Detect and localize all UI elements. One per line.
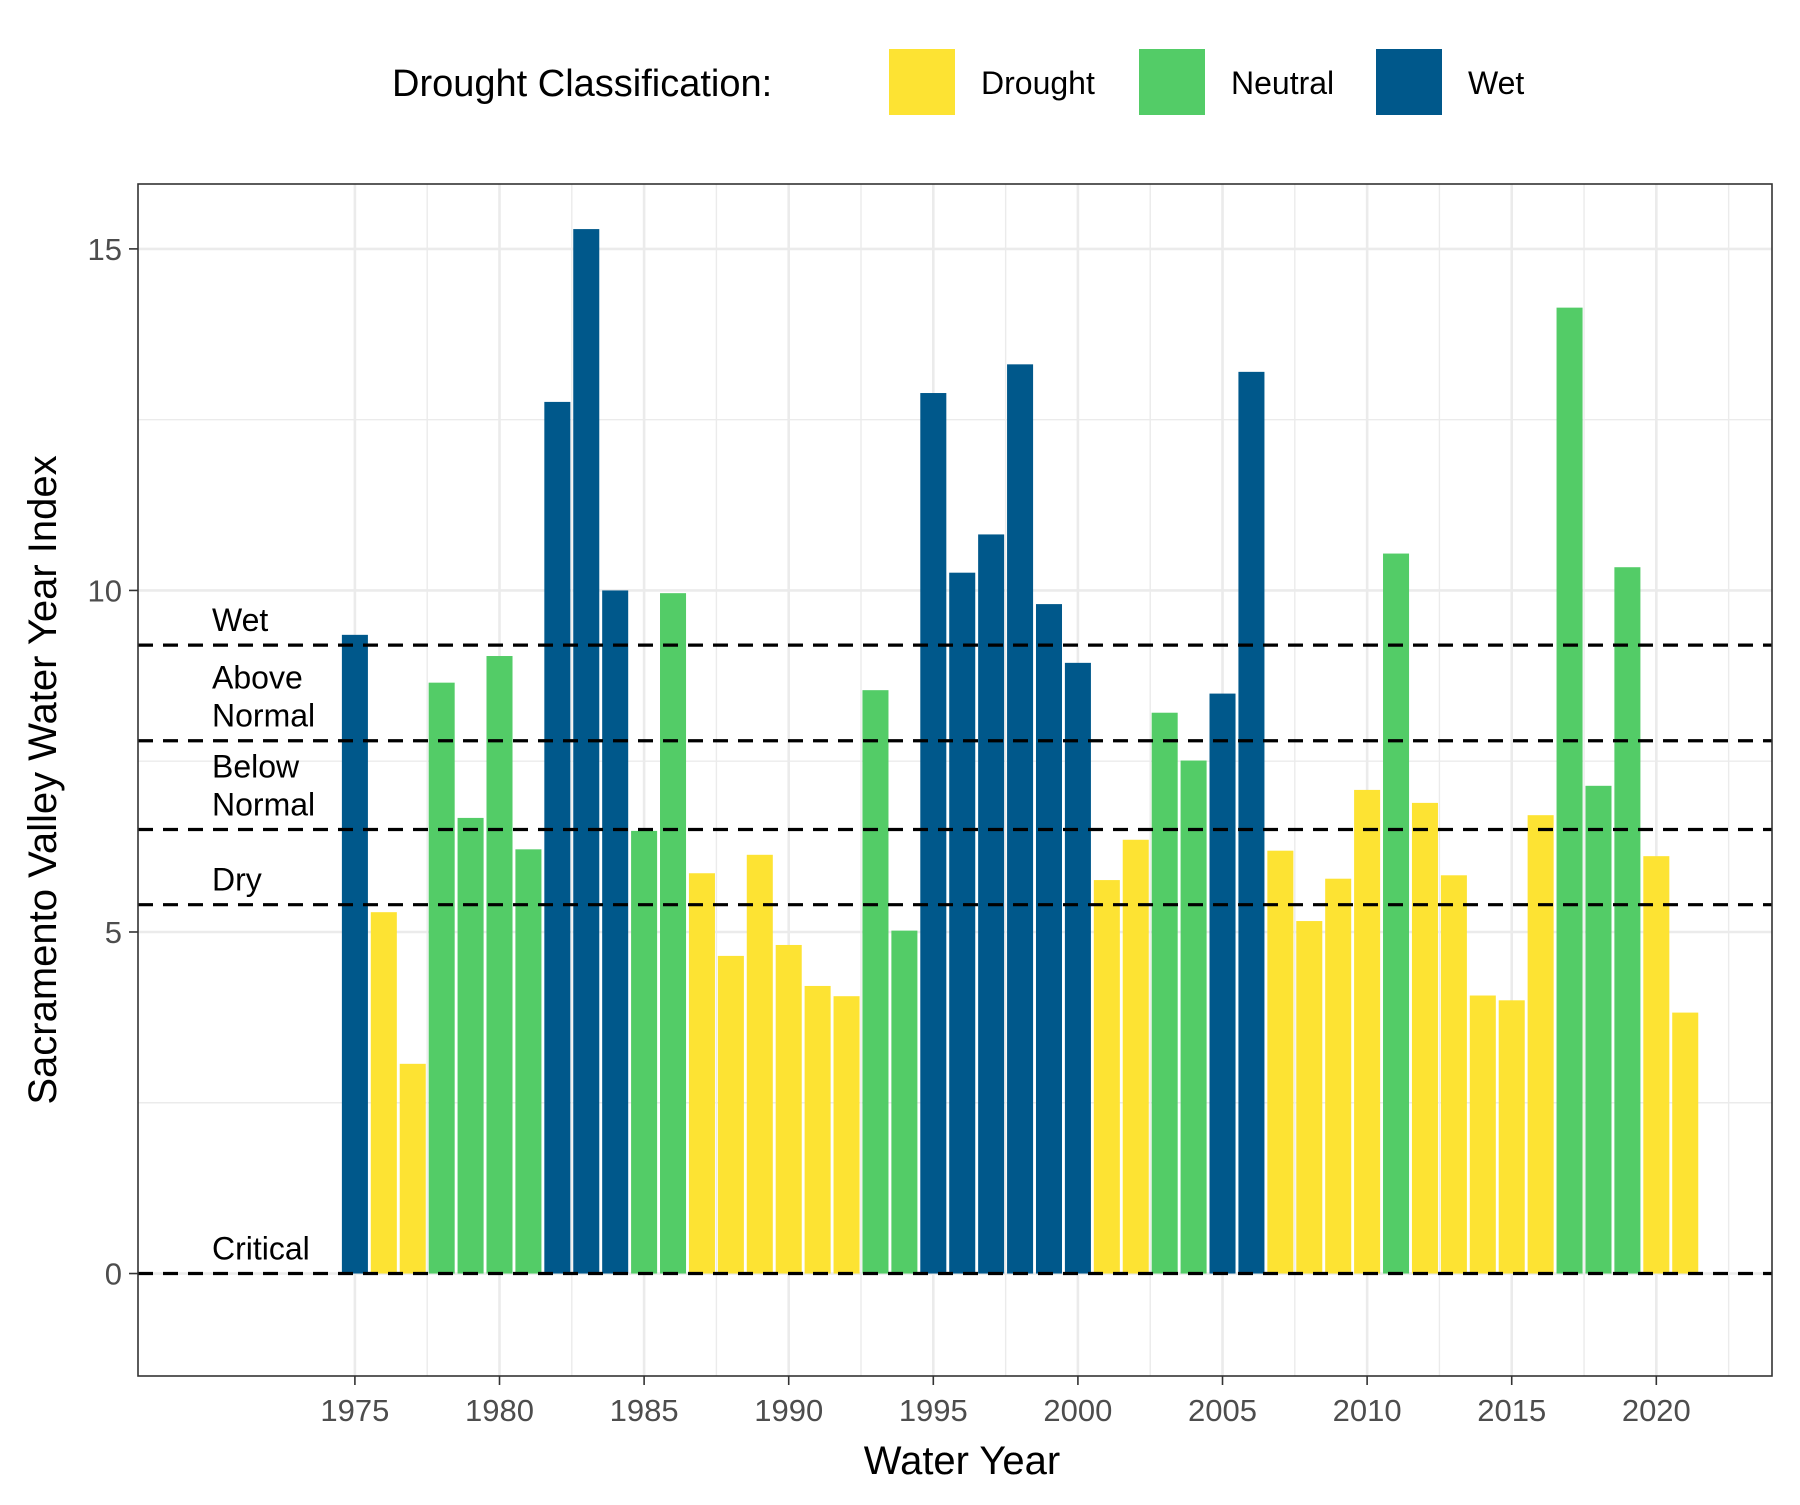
x-tick-label-1980: 1980 bbox=[465, 1393, 534, 1428]
bar-1979 bbox=[457, 817, 484, 1274]
threshold-label-above-normal: Above Normal bbox=[212, 660, 315, 734]
bar-1977 bbox=[399, 1063, 426, 1274]
legend-label-neutral: Neutral bbox=[1231, 65, 1334, 101]
bar-2008 bbox=[1296, 921, 1323, 1274]
bar-2015 bbox=[1498, 1000, 1525, 1274]
threshold-label-wet: Wet bbox=[212, 602, 268, 638]
bar-2009 bbox=[1325, 878, 1352, 1274]
bar-2010 bbox=[1354, 789, 1381, 1274]
bar-2007 bbox=[1267, 850, 1294, 1274]
y-tick-label-5: 5 bbox=[105, 915, 122, 950]
x-tick-label-2010: 2010 bbox=[1333, 1393, 1402, 1428]
x-tick-label-1985: 1985 bbox=[610, 1393, 679, 1428]
bar-1989 bbox=[746, 854, 773, 1274]
bar-2017 bbox=[1556, 307, 1583, 1274]
bar-1985 bbox=[631, 830, 658, 1274]
bar-1998 bbox=[1007, 364, 1034, 1274]
y-tick-label-15: 15 bbox=[88, 232, 122, 267]
legend-key-wet bbox=[1376, 49, 1442, 115]
plot-panel: Wet Above Normal Below Normal Dry Critical bbox=[137, 183, 1773, 1377]
x-tick-label-2005: 2005 bbox=[1188, 1393, 1257, 1428]
x-axis-title: Water Year bbox=[864, 1439, 1060, 1483]
legend-title: Drought Classification: bbox=[392, 63, 772, 105]
bar-2003 bbox=[1151, 712, 1178, 1274]
bar-1987 bbox=[688, 873, 715, 1274]
bar-2012 bbox=[1411, 802, 1438, 1274]
bar-2004 bbox=[1180, 760, 1207, 1274]
bar-2020 bbox=[1643, 856, 1670, 1274]
bar-1991 bbox=[804, 985, 831, 1274]
bar-1975 bbox=[341, 634, 368, 1274]
y-axis: 0 5 10 15 bbox=[88, 232, 138, 1292]
bar-2011 bbox=[1383, 553, 1410, 1274]
x-tick-label-2020: 2020 bbox=[1622, 1393, 1691, 1428]
bar-2018 bbox=[1585, 785, 1612, 1274]
bar-2019 bbox=[1614, 567, 1641, 1274]
bar-2000 bbox=[1064, 662, 1091, 1274]
y-tick-label-10: 10 bbox=[88, 573, 122, 608]
threshold-label-dry: Dry bbox=[212, 862, 262, 898]
legend-label-wet: Wet bbox=[1468, 65, 1524, 101]
bar-2013 bbox=[1440, 875, 1467, 1274]
x-tick-label-1975: 1975 bbox=[320, 1393, 389, 1428]
bar-1980 bbox=[486, 656, 513, 1274]
panel-border bbox=[137, 183, 1773, 1377]
bar-1981 bbox=[515, 849, 542, 1274]
bar-2014 bbox=[1469, 995, 1496, 1274]
threshold-lines: Wet Above Normal Below Normal Dry Critical bbox=[138, 602, 1772, 1276]
legend: Drought Classification: Drought Neutral We… bbox=[392, 49, 1524, 115]
x-tick-label-2015: 2015 bbox=[1477, 1393, 1546, 1428]
bar-2021 bbox=[1672, 1012, 1699, 1274]
bar-1994 bbox=[891, 930, 918, 1274]
bar-1984 bbox=[602, 590, 629, 1274]
threshold-label-below-normal: Below Normal bbox=[212, 749, 315, 823]
bar-1999 bbox=[1035, 604, 1063, 1274]
y-axis-title: Sacramento Valley Water Year Index bbox=[21, 455, 65, 1104]
x-tick-label-1990: 1990 bbox=[754, 1393, 823, 1428]
bar-1988 bbox=[717, 955, 744, 1274]
y-tick-label-0: 0 bbox=[105, 1257, 122, 1292]
bar-1982 bbox=[544, 401, 571, 1274]
bar-1996 bbox=[949, 572, 976, 1274]
bar-1995 bbox=[920, 393, 947, 1274]
bar-1978 bbox=[428, 682, 455, 1274]
bar-1986 bbox=[660, 593, 687, 1274]
legend-label-drought: Drought bbox=[981, 65, 1095, 101]
threshold-label-critical: Critical bbox=[212, 1231, 310, 1267]
bar-2001 bbox=[1093, 880, 1120, 1274]
bar-1990 bbox=[775, 944, 802, 1274]
bar-2006 bbox=[1238, 371, 1265, 1274]
bar-1992 bbox=[833, 996, 860, 1274]
x-tick-label-1995: 1995 bbox=[899, 1393, 968, 1428]
bar-1976 bbox=[370, 912, 397, 1274]
bar-2002 bbox=[1122, 839, 1149, 1274]
x-axis: 1975 1980 1985 1990 1995 2000 2005 2010 2015 2020 bbox=[320, 1376, 1691, 1428]
bar-2016 bbox=[1527, 815, 1554, 1274]
x-tick-label-2000: 2000 bbox=[1043, 1393, 1112, 1428]
legend-key-neutral bbox=[1139, 49, 1205, 115]
legend-key-drought bbox=[889, 49, 955, 115]
bar-1983 bbox=[573, 229, 600, 1274]
bar-1993 bbox=[862, 690, 889, 1274]
bar-2005 bbox=[1209, 693, 1236, 1274]
